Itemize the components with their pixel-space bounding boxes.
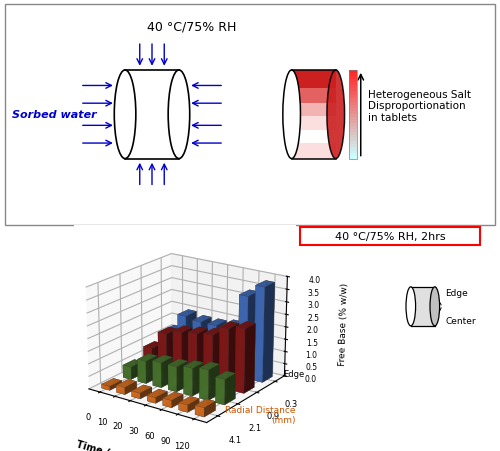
Bar	[292, 117, 336, 130]
Bar	[292, 88, 336, 104]
Ellipse shape	[114, 71, 136, 159]
Bar	[350, 144, 357, 147]
Bar	[350, 126, 357, 130]
Text: Center: Center	[446, 316, 476, 325]
Bar	[350, 91, 357, 94]
Bar	[350, 124, 357, 127]
Bar	[350, 115, 357, 118]
Bar	[292, 71, 336, 88]
Bar	[350, 103, 357, 106]
Bar	[350, 82, 357, 86]
Bar	[350, 70, 357, 74]
Bar	[350, 147, 357, 150]
Bar	[350, 150, 357, 153]
Bar	[350, 74, 357, 77]
Bar	[350, 120, 357, 124]
Bar	[292, 144, 336, 159]
Bar	[350, 97, 357, 100]
Text: Sorbed water: Sorbed water	[12, 110, 97, 120]
Ellipse shape	[327, 71, 344, 159]
Bar	[350, 135, 357, 138]
Bar	[350, 79, 357, 83]
Bar	[411, 287, 435, 326]
Bar	[350, 153, 357, 156]
Ellipse shape	[168, 71, 190, 159]
Text: Radial Distance
(mm): Radial Distance (mm)	[225, 405, 296, 424]
Bar	[350, 109, 357, 112]
X-axis label: Time (minutes): Time (minutes)	[76, 438, 158, 451]
Bar	[350, 94, 357, 97]
Bar	[292, 130, 336, 144]
Ellipse shape	[283, 71, 300, 159]
Text: 40 °C/75% RH, 2hrs: 40 °C/75% RH, 2hrs	[334, 232, 446, 242]
Bar	[350, 138, 357, 142]
Ellipse shape	[430, 287, 440, 326]
Bar	[125, 71, 179, 159]
Bar	[350, 88, 357, 92]
Bar	[350, 76, 357, 80]
Bar	[292, 104, 336, 117]
Bar	[350, 106, 357, 109]
Text: Heterogeneous Salt
Disproportionation
in tablets: Heterogeneous Salt Disproportionation in…	[368, 90, 470, 123]
Bar	[350, 71, 357, 159]
Bar	[350, 141, 357, 144]
Bar	[350, 100, 357, 103]
Bar	[350, 132, 357, 136]
Ellipse shape	[406, 287, 415, 326]
Bar	[350, 85, 357, 88]
Bar	[350, 111, 357, 115]
Bar	[350, 156, 357, 159]
Bar	[350, 118, 357, 121]
Text: Edge: Edge	[446, 288, 468, 297]
Bar	[350, 129, 357, 133]
Text: 40 °C/75% RH: 40 °C/75% RH	[146, 20, 236, 33]
